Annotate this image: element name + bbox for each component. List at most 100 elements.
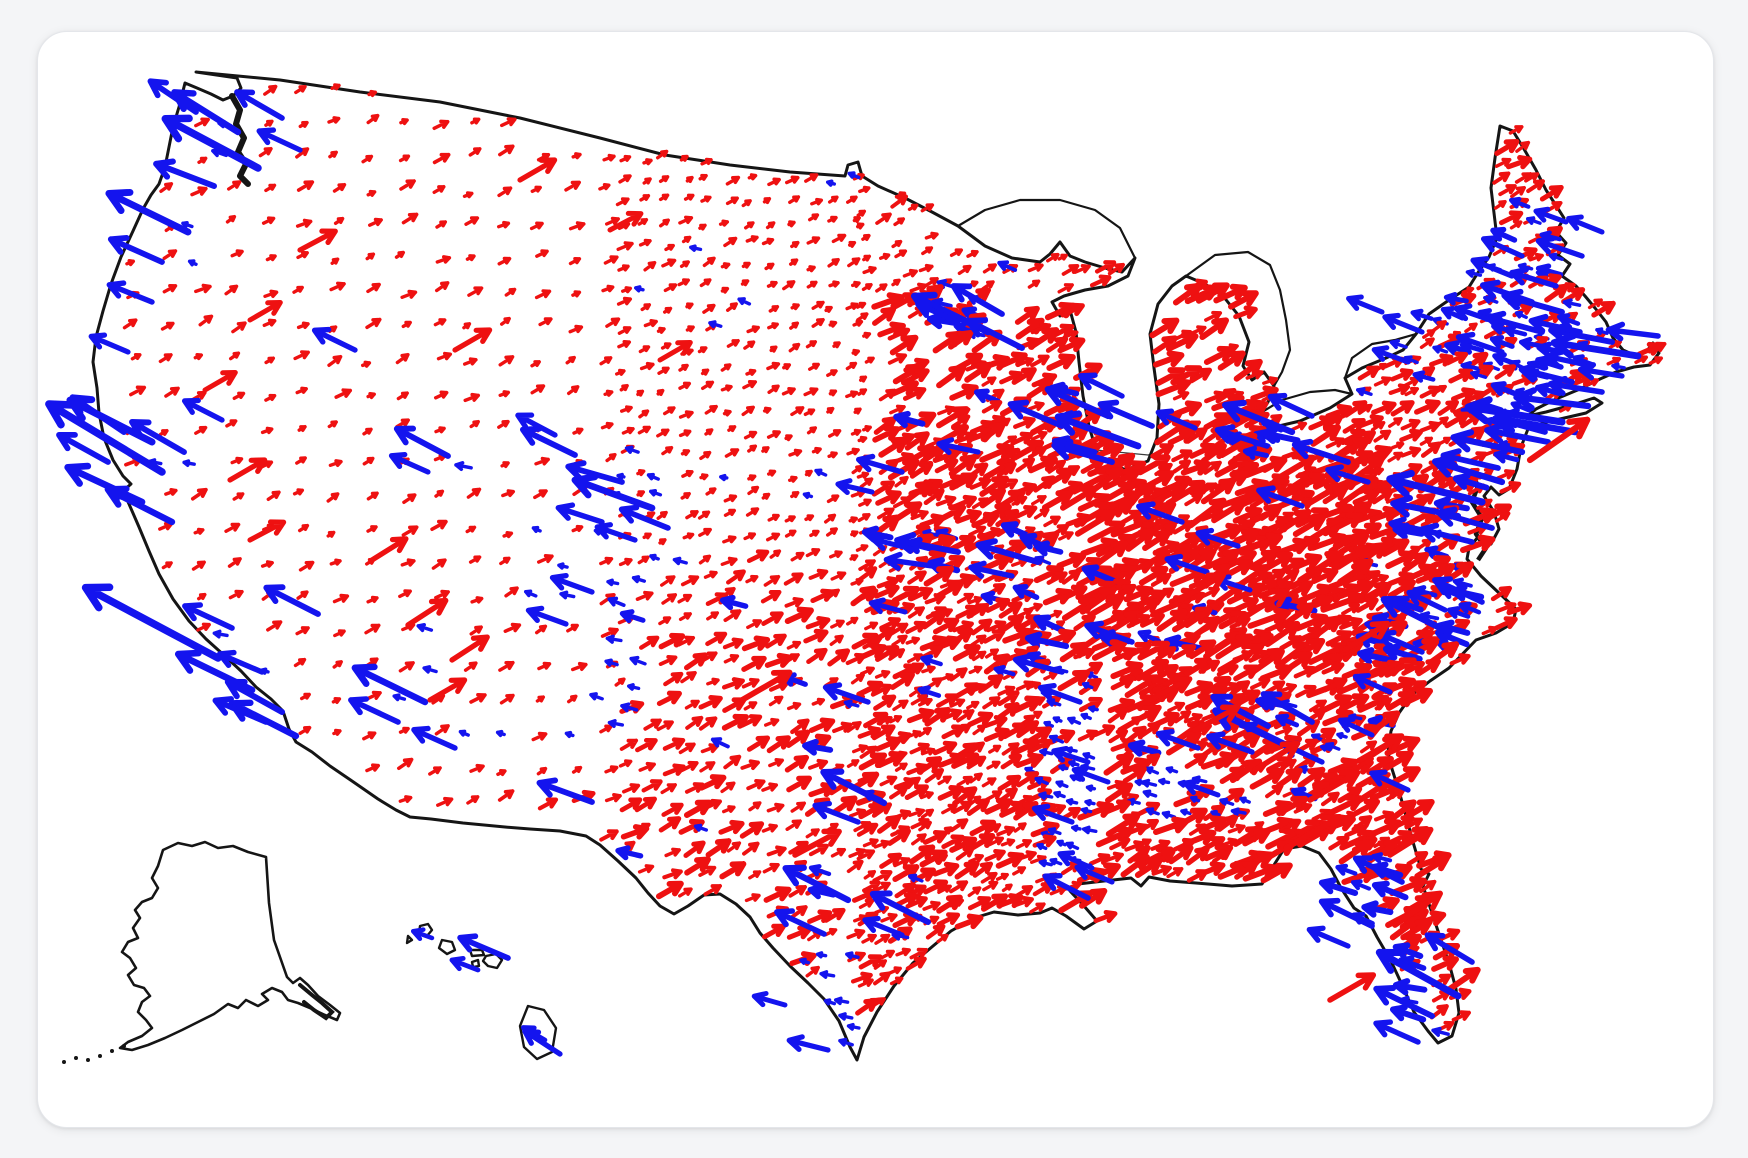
- county-shift-arrow: [1496, 469, 1516, 480]
- county-shift-arrow: [1187, 497, 1227, 529]
- county-shift-arrow: [641, 779, 663, 793]
- county-shift-arrow: [428, 766, 442, 776]
- county-shift-arrow: [618, 759, 633, 768]
- county-shift-arrow: [905, 636, 920, 645]
- county-shift-arrow: [894, 249, 908, 259]
- county-shift-arrow: [742, 841, 760, 856]
- county-shift-arrow: [470, 596, 484, 604]
- county-shift-arrow: [1024, 631, 1070, 650]
- hawaii-island: [470, 958, 481, 969]
- metro-blue-shift-arrow: [1214, 424, 1270, 449]
- county-shift-arrow: [830, 571, 847, 581]
- county-shift-arrow: [497, 256, 512, 266]
- county-shift-arrow: [1244, 532, 1283, 553]
- county-shift-arrow: [262, 318, 277, 327]
- county-shift-arrow: [698, 223, 707, 231]
- county-shift-arrow: [698, 774, 727, 791]
- county-shift-arrow: [1404, 817, 1423, 830]
- county-shift-arrow: [678, 410, 694, 419]
- county-shift-arrow: [1239, 796, 1251, 804]
- county-shift-arrow: [894, 475, 909, 488]
- county-shift-arrow: [601, 284, 615, 293]
- county-shift-arrow: [689, 244, 703, 252]
- county-shift-arrow: [327, 420, 338, 429]
- county-shift-arrow: [366, 282, 381, 294]
- county-shift-arrow: [228, 589, 244, 600]
- county-shift-arrow: [1135, 598, 1160, 617]
- county-shift-arrow: [724, 448, 740, 458]
- county-shift-arrow: [664, 243, 675, 252]
- county-shift-arrow: [194, 425, 208, 435]
- county-shift-arrow: [908, 873, 924, 883]
- lake-shore: [1185, 250, 1292, 387]
- county-shift-arrow: [826, 179, 836, 187]
- county-shift-arrow: [891, 585, 920, 604]
- county-shift-arrow: [1401, 660, 1425, 676]
- county-shift-arrow: [1528, 252, 1544, 262]
- county-shift-arrow: [909, 742, 930, 755]
- county-shift-arrow: [466, 795, 480, 805]
- county-shift-arrow: [698, 173, 708, 181]
- county-shift-arrow: [599, 829, 619, 842]
- county-shift-arrow: [164, 488, 178, 496]
- county-shift-arrow: [861, 283, 873, 291]
- county-shift-arrow: [1184, 493, 1204, 507]
- county-shift-arrow: [826, 527, 838, 537]
- metro-blue-shift-arrow: [457, 933, 511, 961]
- county-shift-arrow: [678, 363, 689, 372]
- county-shift-arrow: [873, 971, 891, 986]
- county-shift-arrow: [887, 353, 908, 365]
- county-shift-arrow: [1524, 172, 1540, 183]
- county-shift-arrow: [948, 534, 977, 553]
- county-shift-arrow: [190, 186, 208, 197]
- county-shift-arrow: [1336, 450, 1374, 474]
- metro-blue-shift-arrow: [1386, 469, 1486, 506]
- metro-blue-shift-arrow: [1267, 392, 1315, 419]
- county-shift-arrow: [1381, 538, 1410, 557]
- county-shift-arrow: [879, 852, 902, 869]
- county-shift-arrow: [292, 285, 304, 294]
- county-shift-arrow: [875, 489, 902, 506]
- county-shift-arrow: [397, 757, 414, 771]
- county-shift-arrow: [1001, 742, 1020, 756]
- metro-blue-shift-arrow: [81, 583, 222, 662]
- county-shift-arrow: [1326, 794, 1364, 817]
- county-shift-arrow: [875, 645, 900, 662]
- county-shift-arrow: [300, 692, 311, 701]
- county-shift-arrow: [785, 819, 802, 831]
- county-shift-arrow: [660, 783, 677, 795]
- county-shift-arrow: [699, 651, 718, 663]
- county-shift-arrow: [503, 622, 522, 633]
- county-shift-arrow: [968, 665, 983, 675]
- county-shift-arrow: [1167, 428, 1196, 446]
- county-shift-arrow: [684, 699, 700, 710]
- county-shift-arrow: [902, 386, 927, 401]
- county-shift-arrow: [681, 469, 694, 478]
- county-shift-arrow: [635, 737, 658, 753]
- county-shift-arrow: [698, 716, 718, 731]
- county-shift-arrow: [966, 602, 990, 619]
- county-shift-arrow: [740, 759, 760, 771]
- county-shift-arrow: [501, 489, 515, 498]
- county-shift-arrow: [745, 507, 760, 517]
- county-shift-arrow: [1451, 1010, 1471, 1022]
- county-shift-arrow: [1495, 601, 1517, 613]
- county-shift-arrow: [1232, 506, 1263, 524]
- county-shift-arrow: [949, 698, 966, 708]
- county-shift-arrow: [1188, 639, 1217, 660]
- county-shift-arrow: [1338, 693, 1370, 712]
- county-shift-arrow: [683, 193, 695, 201]
- county-shift-arrow: [723, 654, 740, 664]
- county-shift-arrow: [401, 525, 419, 537]
- county-shift-arrow: [693, 823, 708, 832]
- county-shift-arrow: [1464, 322, 1478, 333]
- county-shift-arrow: [658, 632, 686, 650]
- county-shift-arrow: [872, 425, 901, 443]
- county-shift-arrow: [434, 489, 445, 498]
- county-shift-arrow: [1341, 602, 1360, 616]
- county-shift-arrow: [985, 790, 1003, 802]
- county-shift-arrow: [530, 384, 546, 395]
- county-shift-arrow: [364, 690, 382, 701]
- large-red-shift-arrow: [1117, 704, 1162, 733]
- hawaii-island: [468, 948, 486, 958]
